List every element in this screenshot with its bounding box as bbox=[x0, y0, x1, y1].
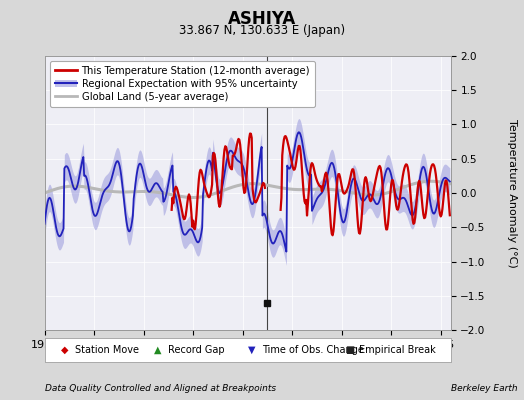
Text: ◆: ◆ bbox=[61, 344, 68, 354]
Text: ▲: ▲ bbox=[154, 344, 162, 354]
Text: Station Move: Station Move bbox=[75, 344, 139, 354]
Text: Data Quality Controlled and Aligned at Breakpoints: Data Quality Controlled and Aligned at B… bbox=[45, 384, 276, 393]
Text: ASHIYA: ASHIYA bbox=[228, 10, 296, 28]
Y-axis label: Temperature Anomaly (°C): Temperature Anomaly (°C) bbox=[507, 119, 517, 267]
Legend: This Temperature Station (12-month average), Regional Expectation with 95% uncer: This Temperature Station (12-month avera… bbox=[50, 61, 315, 107]
Text: Empirical Break: Empirical Break bbox=[359, 344, 436, 354]
Text: Time of Obs. Change: Time of Obs. Change bbox=[262, 344, 364, 354]
Text: Berkeley Earth: Berkeley Earth bbox=[451, 384, 517, 393]
Text: Record Gap: Record Gap bbox=[168, 344, 225, 354]
Text: ▼: ▼ bbox=[247, 344, 255, 354]
Text: 33.867 N, 130.633 E (Japan): 33.867 N, 130.633 E (Japan) bbox=[179, 24, 345, 37]
Text: ■: ■ bbox=[345, 344, 354, 354]
